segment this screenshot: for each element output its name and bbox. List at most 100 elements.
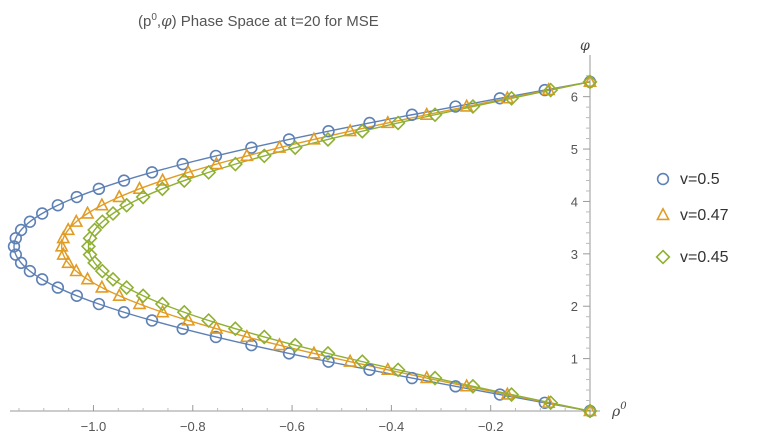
data-point-triangle	[80, 271, 95, 285]
series-curve-3	[87, 81, 591, 412]
data-point-triangle	[380, 361, 395, 376]
y-tick-label: 5	[571, 142, 578, 157]
data-point-triangle	[155, 304, 170, 318]
data-point-triangle	[272, 139, 287, 153]
x-tick-label: −0.8	[180, 419, 206, 434]
data-point-circle	[23, 215, 37, 228]
chart-title: (p0,φ) Phase Space at t=20 for MSE	[138, 12, 379, 30]
legend-marker-diamond	[655, 249, 671, 265]
data-point-diamond	[582, 403, 598, 419]
data-point-diamond	[465, 98, 481, 115]
data-point-circle	[363, 363, 376, 377]
y-tick-label: 4	[571, 194, 578, 209]
data-point-diamond	[256, 148, 272, 164]
data-point-diamond	[504, 387, 520, 403]
legend-label: v=0.45	[680, 249, 729, 266]
data-point-triangle	[459, 378, 474, 392]
x-tick-label: −0.6	[279, 419, 305, 434]
data-point-diamond	[543, 395, 559, 411]
data-point-triangle	[132, 296, 147, 310]
data-point-triangle	[307, 345, 321, 359]
data-point-circle	[92, 297, 106, 311]
data-point-triangle	[181, 312, 196, 326]
data-point-triangle	[583, 73, 597, 88]
data-point-diamond	[427, 107, 443, 123]
data-point-triangle	[61, 254, 76, 269]
data-point-diamond	[119, 197, 135, 213]
data-point-triangle	[112, 287, 127, 301]
data-point-diamond	[582, 74, 598, 90]
data-point-diamond	[227, 156, 243, 172]
data-point-diamond	[465, 378, 481, 394]
data-point-triangle	[272, 337, 287, 351]
data-point-diamond	[287, 337, 303, 353]
data-point-triangle	[56, 246, 71, 260]
y-tick-label: 1	[571, 352, 578, 367]
y-tick-label: 3	[571, 247, 578, 262]
data-point-diamond	[135, 189, 151, 205]
data-point-circle	[449, 100, 462, 113]
data-point-circle	[405, 371, 419, 385]
data-point-circle	[209, 149, 223, 163]
data-point-diamond	[543, 82, 559, 98]
data-point-triangle	[343, 123, 358, 137]
data-point-triangle	[112, 189, 127, 203]
data-point-diamond	[94, 263, 110, 279]
data-point-circle	[322, 355, 335, 368]
data-point-diamond	[82, 247, 98, 263]
data-point-triangle	[583, 403, 597, 417]
data-point-diamond	[176, 304, 192, 320]
x-tick-label: −1.0	[81, 419, 107, 434]
data-point-circle	[405, 108, 419, 121]
data-point-circle	[14, 223, 28, 237]
data-point-circle	[23, 264, 37, 278]
data-point-triangle	[54, 238, 69, 252]
x-tick-label: −0.2	[478, 419, 504, 434]
data-point-circle	[117, 306, 131, 319]
data-point-triangle	[69, 213, 84, 227]
x-tick-label: −0.4	[379, 419, 405, 434]
data-point-triangle	[307, 131, 321, 145]
data-point-triangle	[500, 386, 515, 400]
data-point-triangle	[459, 98, 474, 112]
data-point-circle	[176, 157, 189, 171]
data-point-triangle	[500, 90, 515, 104]
data-point-circle	[363, 116, 376, 130]
data-point-diamond	[354, 354, 370, 370]
series-curve-1	[13, 81, 591, 412]
data-point-triangle	[343, 353, 358, 367]
data-point-diamond	[427, 370, 443, 386]
data-point-diamond	[119, 280, 135, 296]
data-point-diamond	[201, 164, 217, 180]
data-point-triangle	[155, 172, 170, 186]
data-point-diamond	[105, 205, 121, 222]
data-point-diamond	[201, 312, 217, 329]
data-point-triangle	[239, 147, 254, 162]
data-point-diamond	[504, 90, 520, 106]
x-axis-label: ρ0	[611, 401, 627, 420]
series-markers	[7, 73, 598, 419]
data-point-triangle	[209, 320, 224, 334]
data-point-diamond	[154, 181, 170, 197]
data-point-triangle	[61, 222, 76, 236]
data-point-circle	[51, 199, 65, 212]
data-point-diamond	[94, 214, 110, 230]
data-point-triangle	[94, 279, 109, 293]
data-point-circle	[35, 207, 49, 220]
data-point-diamond	[87, 222, 103, 238]
data-point-triangle	[94, 197, 109, 211]
data-point-diamond	[80, 238, 97, 254]
data-point-circle	[70, 190, 83, 204]
legend-marker-triangle	[656, 207, 670, 221]
legend-label: v=0.47	[680, 207, 729, 224]
data-point-diamond	[287, 140, 303, 156]
data-point-circle	[35, 273, 49, 286]
data-point-diamond	[390, 115, 406, 131]
data-point-triangle	[80, 205, 95, 219]
data-point-circle	[145, 314, 159, 327]
data-point-circle	[9, 248, 22, 261]
data-point-circle	[282, 133, 296, 146]
data-point-circle	[145, 166, 159, 179]
data-point-diamond	[176, 173, 192, 189]
